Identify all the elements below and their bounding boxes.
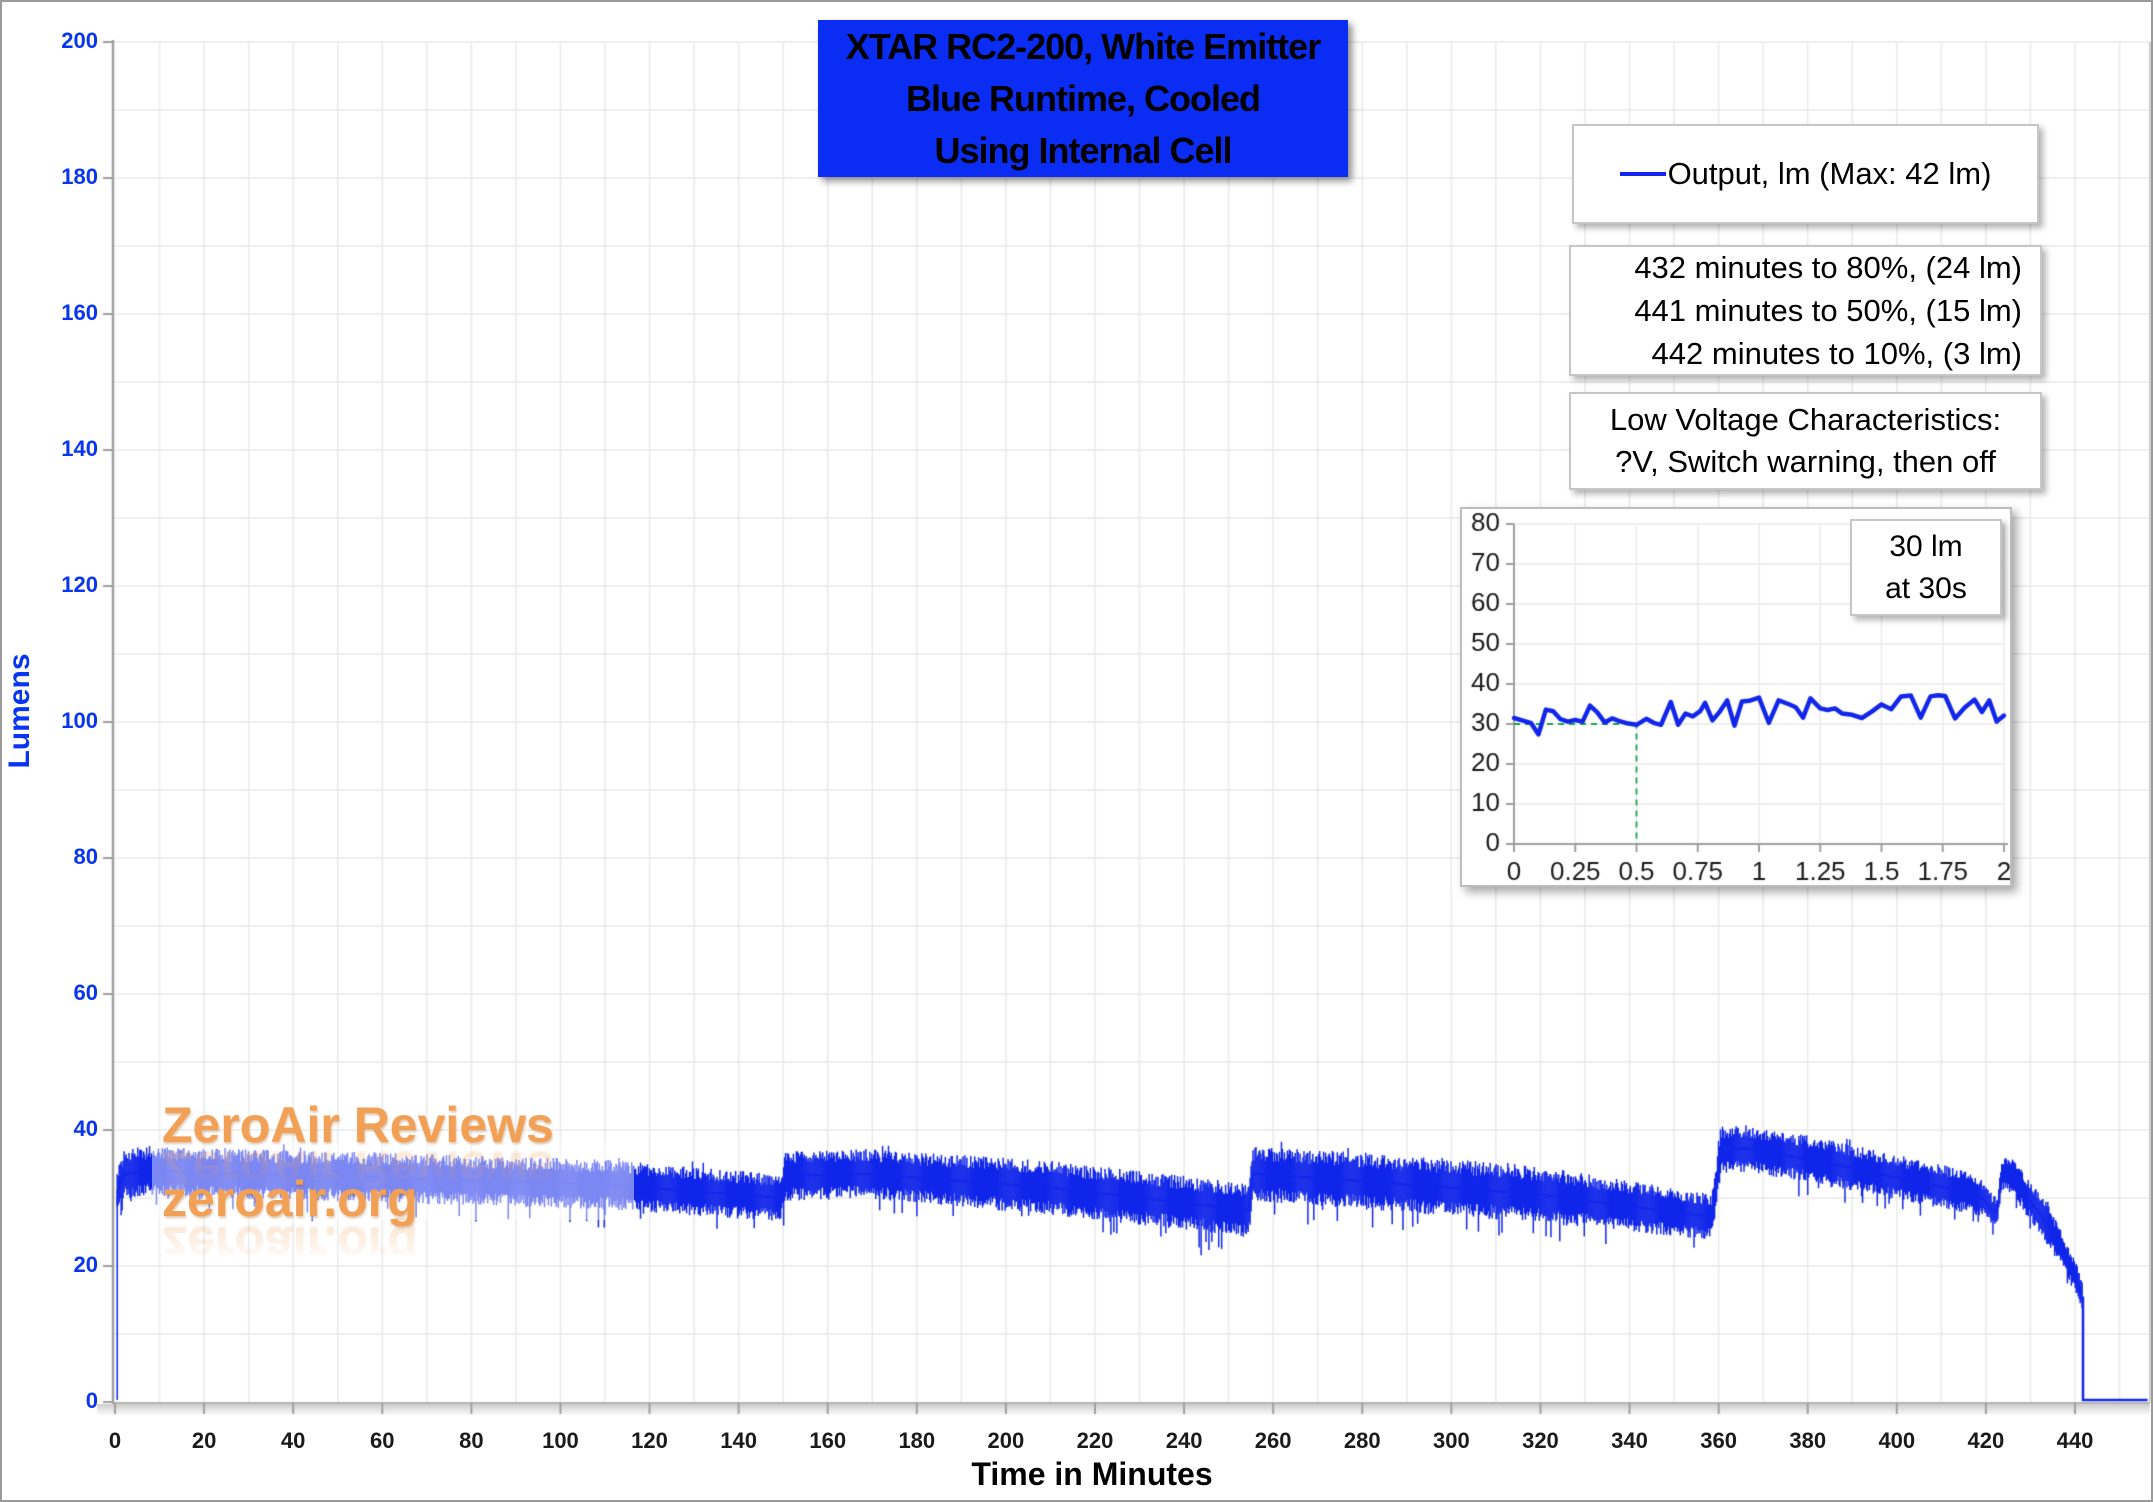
x-tick-label: 200 bbox=[987, 1428, 1025, 1453]
legend-label: Output, lm (Max: 42 lm) bbox=[1667, 156, 1992, 191]
x-tick-label: 300 bbox=[1432, 1428, 1470, 1453]
x-tick-label: 340 bbox=[1611, 1428, 1648, 1453]
runtime-milestones-box: 432 minutes to 80%, (24 lm) 441 minutes … bbox=[1569, 245, 2042, 376]
watermark-line-1: ZeroAir Reviews bbox=[162, 1097, 554, 1153]
watermark-line-2: zeroair.org bbox=[162, 1171, 418, 1227]
chart-title-box: XTAR RC2-200, White Emitter Blue Runtime… bbox=[818, 20, 1348, 177]
x-tick-label: 380 bbox=[1789, 1428, 1827, 1453]
x-axis-title: Time in Minutes bbox=[971, 1456, 1213, 1492]
x-tick-label: 440 bbox=[2056, 1428, 2094, 1453]
x-tick-label: 240 bbox=[1165, 1428, 1203, 1453]
x-tick-label: 280 bbox=[1343, 1428, 1381, 1453]
milestone-line: 441 minutes to 50%, (15 lm) bbox=[1634, 293, 2022, 328]
x-tick-label: 400 bbox=[1878, 1428, 1916, 1453]
x-tick-label: 180 bbox=[898, 1428, 936, 1453]
x-tick-label: 120 bbox=[631, 1428, 668, 1453]
x-tick-label: 40 bbox=[280, 1428, 306, 1453]
x-tick-label: 420 bbox=[1967, 1428, 2005, 1453]
x-tick-label: 220 bbox=[1076, 1428, 1114, 1453]
low-voltage-line: Low Voltage Characteristics: bbox=[1609, 402, 2002, 437]
inset-chart-panel: 30 lm at 30s bbox=[1460, 507, 2012, 887]
low-voltage-line: ?V, Switch warning, then off bbox=[1615, 444, 1996, 479]
x-tick-label: 320 bbox=[1522, 1428, 1559, 1453]
chart-title-line: Blue Runtime, Cooled bbox=[905, 77, 1261, 119]
y-tick-label: 160 bbox=[61, 300, 98, 325]
y-tick-label: 60 bbox=[73, 980, 98, 1005]
inset-annotation-box: 30 lm at 30s bbox=[1850, 519, 2002, 616]
milestone-line: 442 minutes to 10%, (3 lm) bbox=[1651, 336, 2022, 371]
inset-annotation-line: at 30s bbox=[1885, 571, 1967, 605]
x-tick-label: 0 bbox=[108, 1428, 122, 1453]
x-tick-label: 160 bbox=[809, 1428, 847, 1453]
milestone-line: 432 minutes to 80%, (24 lm) bbox=[1634, 250, 2022, 285]
y-tick-label: 100 bbox=[61, 708, 98, 733]
y-axis-title: Lumens bbox=[3, 653, 36, 769]
y-tick-label: 140 bbox=[61, 436, 98, 461]
y-tick-label: 40 bbox=[73, 1116, 98, 1141]
y-tick-label: 0 bbox=[85, 1388, 98, 1413]
y-tick-label: 20 bbox=[73, 1252, 98, 1277]
low-voltage-box: Low Voltage Characteristics: ?V, Switch … bbox=[1569, 392, 2042, 490]
inset-annotation-line: 30 lm bbox=[1889, 529, 1963, 563]
x-tick-label: 140 bbox=[720, 1428, 757, 1453]
x-tick-label: 260 bbox=[1254, 1428, 1292, 1453]
chart-title-line: Using Internal Cell bbox=[934, 129, 1232, 171]
y-tick-label: 180 bbox=[61, 164, 98, 189]
legend: Output, lm (Max: 42 lm) bbox=[1572, 124, 2039, 224]
y-tick-label: 120 bbox=[61, 572, 98, 597]
x-tick-label: 20 bbox=[191, 1428, 217, 1453]
x-tick-label: 60 bbox=[370, 1428, 395, 1453]
chart-title-line: XTAR RC2-200, White Emitter bbox=[845, 25, 1321, 67]
legend-line-sample bbox=[1619, 172, 1666, 176]
x-tick-label: 100 bbox=[542, 1428, 579, 1453]
y-tick-label: 200 bbox=[61, 28, 98, 53]
x-tick-label: 360 bbox=[1700, 1428, 1737, 1453]
x-tick-label: 80 bbox=[459, 1428, 484, 1453]
y-tick-label: 80 bbox=[73, 844, 98, 869]
watermark-glow-overlay bbox=[152, 1142, 634, 1220]
